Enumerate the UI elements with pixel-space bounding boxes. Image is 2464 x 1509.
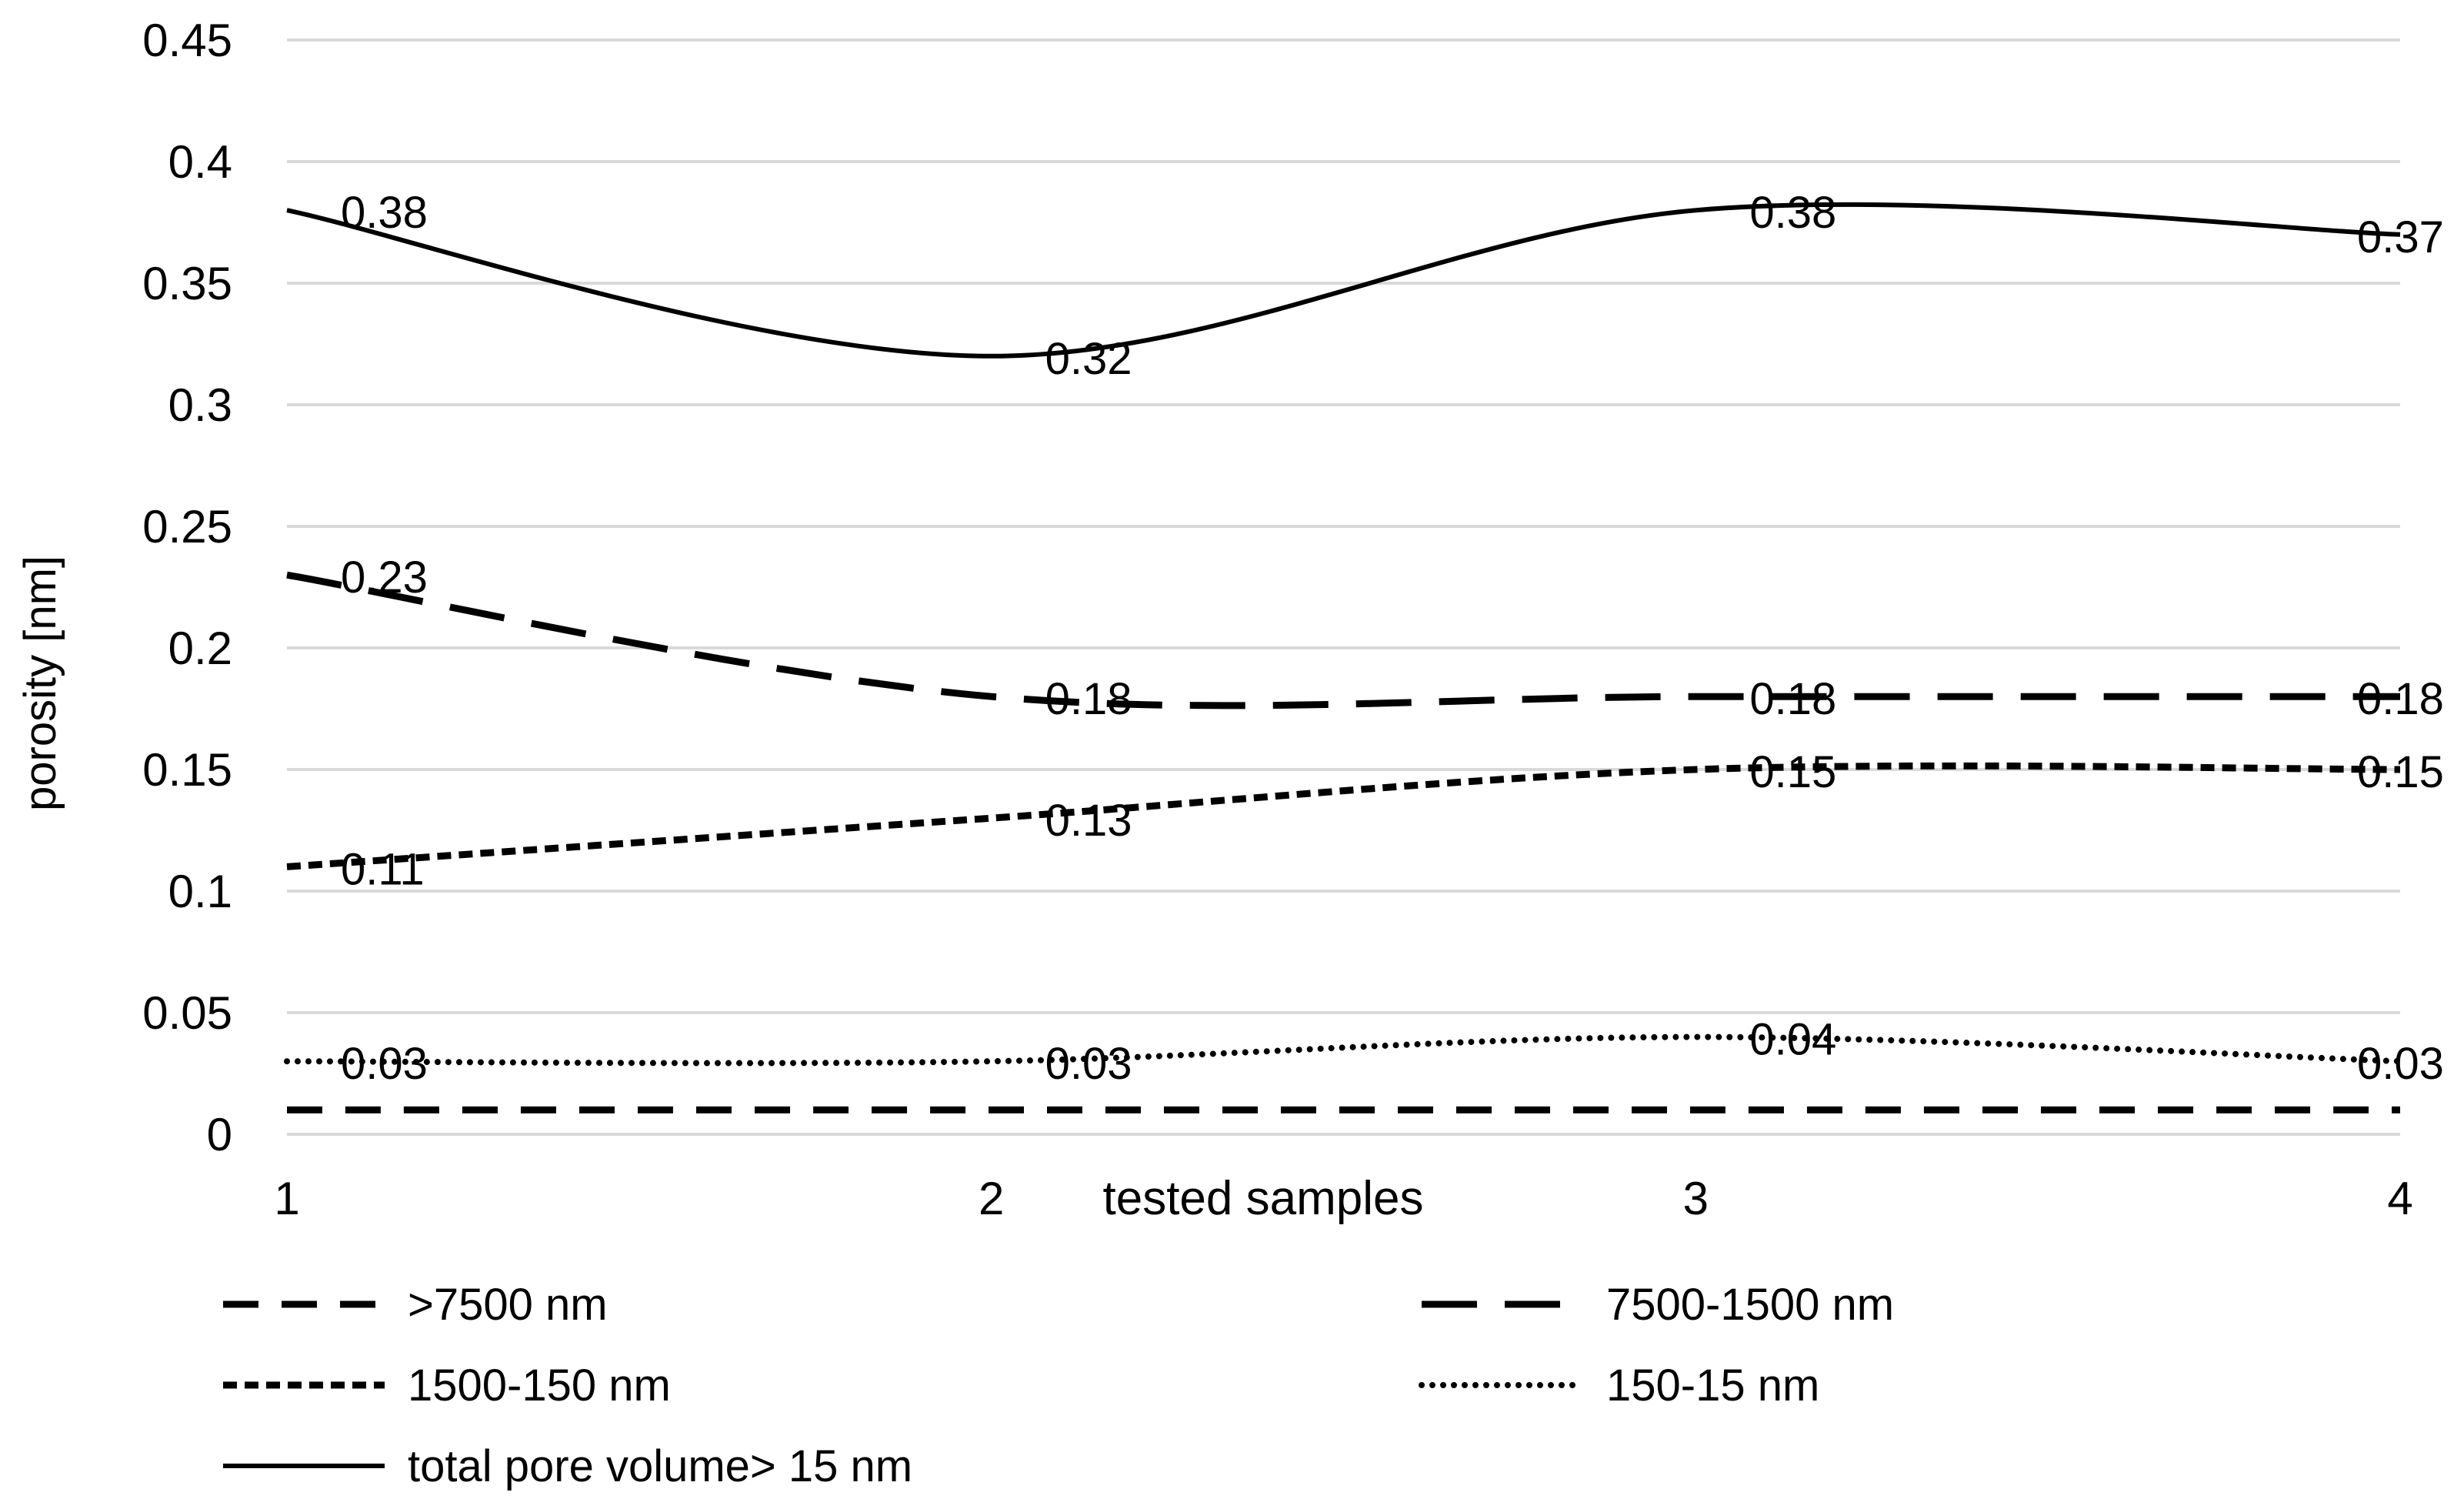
data-label: 0.32 [1045,334,1132,384]
y-tick-label: 0 [207,1109,232,1160]
data-label: 0.03 [1045,1039,1132,1089]
series-line-4 [284,1033,2403,1067]
legend-label: 1500-150 nm [408,1360,671,1411]
y-tick-labels: 0 0.05 0.1 0.15 0.2 0.25 0.3 0.35 0.4 0.45 [142,15,232,1160]
x-tick-labels: 1 2 3 4 [274,1173,2412,1224]
data-label: 0.13 [1045,796,1132,846]
data-label: 0.18 [2357,674,2444,724]
data-label: 0.38 [341,188,428,238]
data-label: 0.03 [341,1039,428,1089]
data-label: 0.37 [2357,212,2444,262]
x-tick-label: 1 [274,1173,299,1224]
x-axis-label: tested samples [1103,1172,1424,1225]
y-tick-label: 0.15 [142,744,232,796]
data-labels: 0.23 0.18 0.18 0.18 0.11 0.13 0.15 0.15 0.03 0.03… [341,188,2444,1089]
data-label: 0.15 [1749,747,1836,797]
y-axis-label: porosity [nm] [15,556,65,811]
data-point [990,1060,993,1063]
y-tick-label: 0.4 [168,136,232,188]
x-tick-label: 4 [2387,1173,2412,1224]
data-label: 0.04 [1749,1015,1836,1065]
legend-label: 150-15 nm [1606,1360,1819,1411]
series-line-3 [286,762,2401,870]
data-label: 0.11 [341,844,425,894]
y-tick-label: 0.2 [168,623,232,674]
data-label: 0.03 [2357,1039,2444,1089]
series-layer [284,202,2403,1113]
data-label: 0.18 [1749,674,1836,724]
x-tick-label: 2 [979,1173,1004,1224]
y-tick-label: 0.25 [142,501,232,553]
legend-label: 7500-1500 nm [1606,1280,1894,1330]
data-point [990,816,993,820]
series-line-2 [286,571,2400,709]
y-tick-label: 0.45 [142,15,232,66]
legend: >7500 nm 7500-1500 nm 1500-150 nm 150-15 nm… [223,1280,1894,1491]
data-label: 0.18 [1045,674,1132,724]
data-label: 0.23 [341,553,428,603]
series-line-5 [286,202,2401,359]
grid-layer [287,38,2400,1136]
legend-label: total pore volume> 15 nm [408,1441,912,1491]
y-tick-label: 0.1 [168,866,232,917]
y-tick-label: 0.05 [142,987,232,1039]
data-label: 0.38 [1749,188,1836,238]
y-tick-label: 0.3 [168,379,232,431]
legend-label: >7500 nm [408,1280,608,1330]
y-tick-label: 0.35 [142,258,232,309]
x-tick-label: 3 [1683,1173,1709,1224]
data-label: 0.15 [2357,747,2444,797]
